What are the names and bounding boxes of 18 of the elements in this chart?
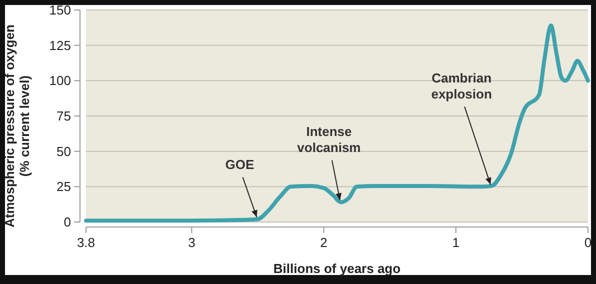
y-tick-label: 50 xyxy=(56,144,71,159)
x-axis-title: Billions of years ago xyxy=(273,261,401,276)
y-tick-label: 150 xyxy=(49,2,71,18)
y-tick-label: 75 xyxy=(56,108,71,124)
y-tick-label: 25 xyxy=(56,179,71,194)
y-tick-label: 0 xyxy=(64,214,71,230)
x-tick-label: 2 xyxy=(320,235,328,250)
x-tick-label: 3.8 xyxy=(76,235,96,250)
y-tick-label: 100 xyxy=(49,73,71,88)
annotation: GOE xyxy=(225,157,255,172)
x-tick-label: 0 xyxy=(584,235,592,250)
line-series xyxy=(84,24,590,223)
annotation: Cambrian explosion xyxy=(431,70,492,102)
x-tick-label: 1 xyxy=(452,235,460,250)
y-axis-title: Atmospheric pressure of oxygen (% current level) xyxy=(2,24,32,228)
annotation: Intense volcanism xyxy=(297,124,361,156)
x-tick-label: 3 xyxy=(188,235,196,250)
y-tick-label: 125 xyxy=(49,38,71,53)
